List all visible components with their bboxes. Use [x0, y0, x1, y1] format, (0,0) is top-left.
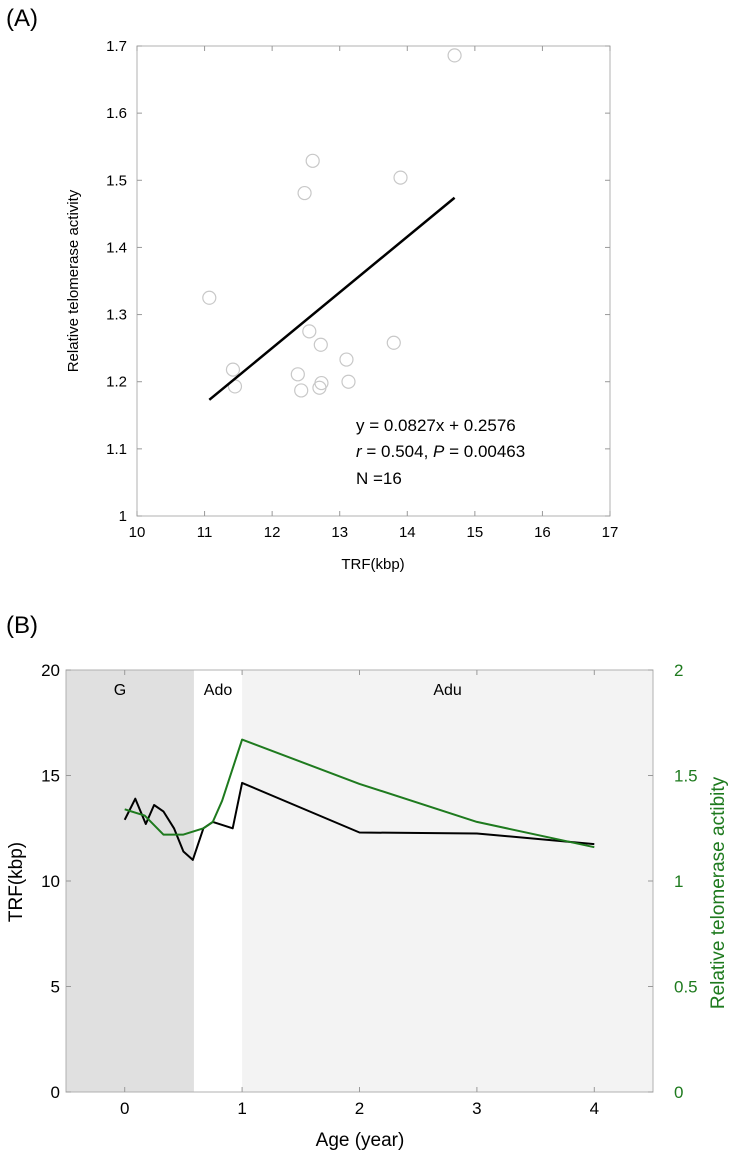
data-point — [202, 290, 217, 305]
y-tick-label: 1 — [119, 508, 127, 525]
panel-a-plot-frame — [136, 45, 611, 517]
y-tick-label: 1.3 — [106, 307, 127, 324]
region-adu — [242, 670, 653, 1092]
panel-a-points — [202, 48, 462, 398]
panel-b-x-axis-label: Age (year) — [316, 1130, 405, 1151]
panel-b-line: (B) G Ado Adu 0 1 2 3 4 0 5 10 15 20 0 0.5 1 1.5 2 Age… — [6, 612, 729, 1151]
x-tick-label: 14 — [399, 524, 416, 541]
data-point — [393, 170, 408, 185]
y-tick-label: 1.5 — [106, 172, 127, 189]
right-y-tick-label: 1 — [674, 872, 683, 891]
data-point — [294, 383, 309, 398]
age-regions: G Ado Adu — [66, 670, 653, 1092]
regression-line — [208, 196, 456, 401]
right-y-tick-label: 0 — [674, 1083, 683, 1102]
regression-equation: y = 0.0827x + 0.2576 — [356, 416, 516, 435]
x-tick-label: 2 — [355, 1099, 364, 1118]
r-value: = 0.504, — [362, 442, 433, 461]
data-point — [225, 362, 241, 377]
left-y-tick-label: 15 — [41, 767, 60, 786]
panel-a-y-ticks: 1 1.1 1.2 1.3 1.4 1.5 1.6 1.7 — [106, 38, 610, 525]
left-y-tick-label: 10 — [41, 872, 60, 891]
region-g — [66, 670, 194, 1092]
trf-series-line — [123, 781, 595, 861]
y-tick-label: 1.1 — [106, 441, 127, 458]
right-y-tick-label: 2 — [674, 661, 683, 680]
region-ado — [193, 670, 243, 1092]
telomerase-series-line — [124, 738, 595, 849]
data-point — [297, 185, 312, 201]
panel-a-x-axis-label: TRF(kbp) — [341, 556, 404, 573]
y-tick-label: 1.6 — [106, 105, 127, 122]
panel-b-left-y-axis-label: TRF(kbp) — [6, 842, 27, 922]
y-tick-label: 1.4 — [106, 239, 127, 256]
y-tick-label: 1.2 — [106, 374, 127, 391]
region-label: Adu — [433, 682, 461, 699]
data-point — [339, 352, 354, 367]
left-y-tick-label: 5 — [51, 978, 60, 997]
panel-b-right-y-axis-label: Relative telomerase actibity — [708, 776, 729, 1009]
panel-a-x-ticks: 10 11 12 13 14 15 16 17 — [129, 46, 619, 541]
data-point — [447, 48, 462, 63]
x-tick-label: 10 — [129, 524, 146, 541]
data-point — [290, 367, 305, 382]
y-tick-label: 1.7 — [106, 38, 127, 55]
panel-b-series — [123, 738, 595, 861]
p-symbol: P — [433, 442, 445, 461]
panel-a-scatter: (A) 10 11 12 13 14 15 16 17 1 1.1 1.2 1.3 1.4 1.5 1.6… — [6, 5, 618, 573]
panel-a-y-axis-label: Relative telomerase activity — [65, 189, 82, 372]
x-tick-label: 4 — [590, 1099, 599, 1118]
x-tick-label: 11 — [197, 524, 213, 541]
r-symbol: r — [356, 442, 363, 461]
x-tick-label: 16 — [534, 524, 551, 541]
x-tick-label: 12 — [264, 524, 281, 541]
x-tick-label: 0 — [120, 1099, 129, 1118]
left-y-tick-label: 0 — [51, 1083, 60, 1102]
x-tick-label: 17 — [602, 524, 619, 541]
data-point — [313, 337, 328, 352]
x-tick-label: 15 — [467, 524, 484, 541]
right-y-tick-label: 0.5 — [674, 978, 698, 997]
panel-b-x-ticks: 0 1 2 3 4 — [120, 670, 599, 1118]
panel-b-left-y-ticks: 0 5 10 15 20 — [41, 661, 71, 1102]
data-point — [302, 324, 317, 339]
data-point — [386, 335, 401, 350]
x-tick-label: 1 — [237, 1099, 246, 1118]
region-label: Ado — [204, 682, 233, 699]
x-tick-label: 13 — [331, 524, 348, 541]
data-point — [314, 375, 329, 391]
left-y-tick-label: 20 — [41, 661, 60, 680]
panel-a-label: (A) — [6, 5, 38, 32]
sample-size: N =16 — [356, 469, 402, 488]
correlation-stats: r = 0.504, P = 0.00463 — [356, 442, 525, 461]
x-tick-label: 3 — [472, 1099, 481, 1118]
right-y-tick-label: 1.5 — [674, 767, 698, 786]
p-value: = 0.00463 — [444, 442, 525, 461]
data-point — [305, 153, 320, 168]
data-point — [341, 374, 356, 389]
panel-b-label: (B) — [6, 612, 38, 639]
region-label: G — [114, 682, 126, 699]
panel-b-right-y-ticks: 0 0.5 1 1.5 2 — [648, 661, 698, 1102]
